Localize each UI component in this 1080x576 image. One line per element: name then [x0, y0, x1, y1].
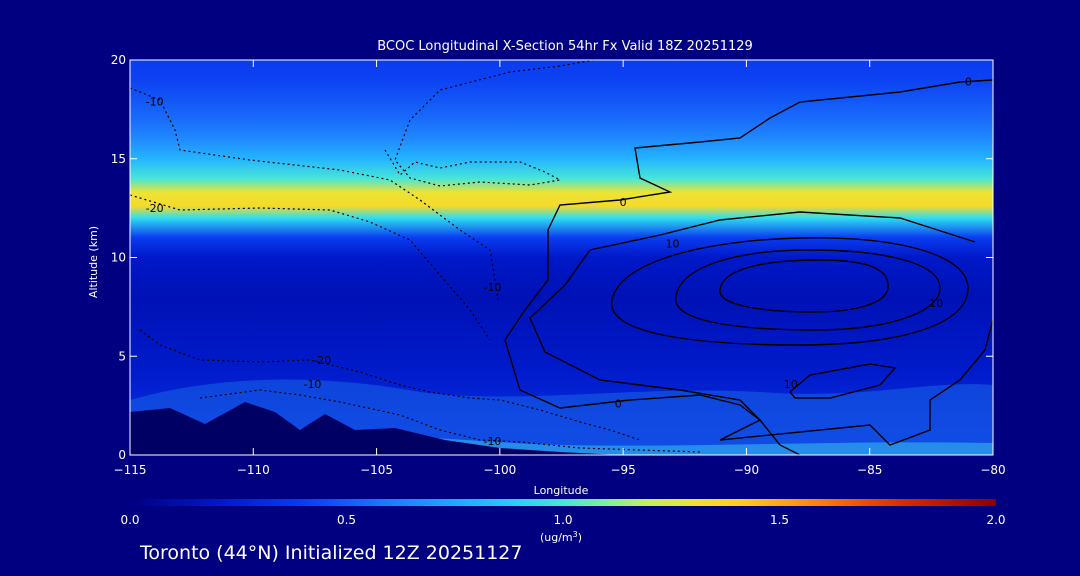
chart-title: BCOC Longitudinal X-Section 54hr Fx Vali…: [377, 39, 753, 54]
y-tick-label: 20: [111, 53, 126, 67]
contour-label: -10: [483, 435, 501, 448]
contour-zero-line: [504, 79, 993, 455]
contour-label: -20: [313, 354, 331, 367]
x-tick-label: −95: [610, 463, 635, 477]
contour-ten-line: [529, 211, 993, 446]
colorbar-units-main: (ug/m: [540, 531, 573, 544]
contour-label: 0: [620, 196, 627, 209]
contour-label: 0: [615, 398, 622, 411]
x-axis-ticks: −115 −110 −105 −100 −95 −90 −85 −80: [114, 60, 1006, 477]
contour-label: 0: [965, 76, 972, 89]
colorbar-ticks: 0.0 0.5 1.0 1.5 2.0: [120, 513, 1005, 527]
colorbar-units-sup: 3: [573, 530, 578, 539]
contour-inner-ring-1: [611, 237, 969, 346]
contour-label: -10: [483, 281, 501, 294]
contour-label: -10: [146, 95, 164, 108]
contour-minus-low: [139, 329, 641, 441]
contour-inner-ring-2: [675, 249, 941, 331]
contour-label: -10: [303, 378, 321, 391]
contour-lower-ten: [789, 363, 897, 399]
colorbar-tick-label: 1.0: [553, 513, 572, 527]
y-axis-ticks: 0 5 10 15 20: [111, 53, 993, 462]
x-tick-label: −80: [980, 463, 1005, 477]
footer-initialization-text: Toronto (44°N) Initialized 12Z 20251127: [140, 542, 523, 564]
colorbar-units-end: ): [578, 531, 582, 544]
colorbar-units: (ug/m3): [540, 530, 582, 544]
plot-area: 0 -10 -20 0 10 10 10 -10 -20 -10 0 -10: [129, 59, 994, 456]
y-tick-label: 5: [118, 349, 126, 363]
terrain: [130, 402, 620, 455]
contour-minus-surface: [199, 389, 701, 453]
colorbar: [130, 499, 996, 506]
contour-inner-ring-3: [719, 259, 889, 313]
colorbar-tick-label: 0.5: [337, 513, 356, 527]
contour-label: -20: [146, 202, 164, 215]
contour-label: 10: [929, 297, 943, 310]
x-tick-label: −110: [237, 463, 270, 477]
y-tick-label: 0: [118, 448, 126, 462]
x-tick-label: −105: [360, 463, 393, 477]
x-tick-label: −100: [483, 463, 516, 477]
contour-label: 10: [665, 238, 679, 251]
colorbar-tick-label: 0.0: [120, 513, 139, 527]
contour-label: 10: [784, 378, 798, 391]
colorbar-tick-label: 2.0: [986, 513, 1005, 527]
contour-minus-ten-upper: [130, 87, 499, 301]
contour-minus-ten-dome: [384, 60, 598, 187]
colorbar-tick-label: 1.5: [770, 513, 789, 527]
y-tick-label: 15: [111, 152, 126, 166]
x-tick-label: −115: [114, 463, 147, 477]
contour-labels: 0 -10 -20 0 10 10 10 -10 -20 -10 0 -10: [146, 76, 972, 448]
y-axis-label: Altitude (km): [87, 226, 100, 298]
x-tick-label: −85: [857, 463, 882, 477]
x-axis-label: Longitude: [534, 484, 589, 497]
y-tick-label: 10: [111, 251, 126, 265]
x-tick-label: −90: [734, 463, 759, 477]
